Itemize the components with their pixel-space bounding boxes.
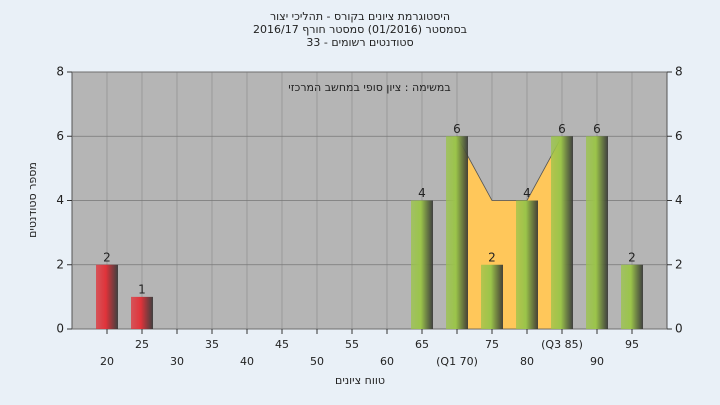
x-tick-label: 95 bbox=[625, 338, 639, 351]
data-label: 4 bbox=[523, 186, 531, 200]
data-label: 2 bbox=[628, 250, 636, 264]
y-tick-label: 8 bbox=[56, 65, 64, 79]
x-tick-label: 65 bbox=[415, 338, 429, 351]
data-label: 6 bbox=[593, 122, 601, 136]
y-tick-label: 2 bbox=[56, 257, 64, 271]
y2-tick-label: 8 bbox=[675, 65, 683, 79]
annotation: במשימה : ציון סופי במחשב המרכזי bbox=[288, 81, 451, 94]
x-tick-label: 55 bbox=[345, 338, 359, 351]
y2-tick-label: 2 bbox=[675, 257, 683, 271]
y2-tick-label: 0 bbox=[675, 322, 683, 336]
data-label: 6 bbox=[558, 122, 566, 136]
bar bbox=[621, 264, 643, 329]
x-axis-label: טווח ציונים bbox=[335, 374, 385, 387]
x-tick-label: 50 bbox=[310, 355, 324, 368]
x-tick-label: 75 bbox=[485, 338, 499, 351]
x-tick-label: 60 bbox=[380, 355, 394, 368]
x-tick-label: 45 bbox=[275, 338, 289, 351]
data-label: 4 bbox=[418, 186, 426, 200]
x-tick-label: 40 bbox=[240, 355, 254, 368]
bar bbox=[446, 136, 468, 329]
bar bbox=[586, 136, 608, 329]
x-tick-label: 35 bbox=[205, 338, 219, 351]
y-tick-label: 6 bbox=[56, 129, 64, 143]
bar bbox=[131, 296, 153, 329]
x-tick-label: 30 bbox=[170, 355, 184, 368]
y2-tick-label: 6 bbox=[675, 129, 683, 143]
x-tick-label: 90 bbox=[590, 355, 604, 368]
y-tick-label: 0 bbox=[56, 322, 64, 336]
bar bbox=[551, 136, 573, 329]
data-label: 2 bbox=[488, 250, 496, 264]
x-tick-label: 80 bbox=[520, 355, 534, 368]
x-tick-label: 20 bbox=[100, 355, 114, 368]
y-axis-label: מספר סטודנטים bbox=[26, 162, 39, 238]
bar bbox=[481, 264, 503, 329]
y-tick-label: 4 bbox=[56, 193, 64, 207]
data-label: 1 bbox=[138, 282, 146, 296]
data-label: 6 bbox=[453, 122, 461, 136]
x-tick-label: (Q3 85) bbox=[541, 338, 583, 351]
chart-title: היסטוגרמת ציונים בקורס - תהליכי יצור bbox=[270, 10, 450, 23]
bar bbox=[96, 264, 118, 329]
bar bbox=[516, 200, 538, 329]
chart-subtitle: בסמסטר (01/2016) סמסטר חורף 2016/17 bbox=[253, 23, 467, 36]
x-tick-label: 25 bbox=[135, 338, 149, 351]
data-label: 2 bbox=[103, 250, 111, 264]
x-tick-label: (Q1 70) bbox=[436, 355, 478, 368]
y2-tick-label: 4 bbox=[675, 193, 683, 207]
chart-subtitle: סטודנטים רשומים - 33 bbox=[306, 36, 413, 49]
bar bbox=[411, 200, 433, 329]
